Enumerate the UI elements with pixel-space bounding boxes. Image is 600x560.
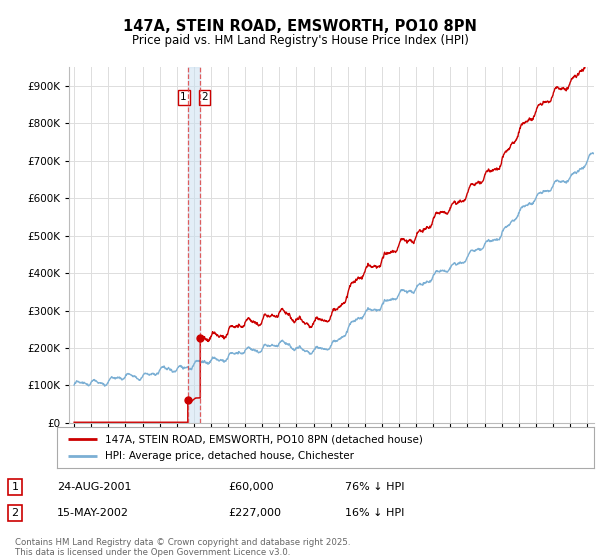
Text: 147A, STEIN ROAD, EMSWORTH, PO10 8PN: 147A, STEIN ROAD, EMSWORTH, PO10 8PN: [123, 20, 477, 34]
Text: £60,000: £60,000: [228, 482, 274, 492]
Text: 15-MAY-2002: 15-MAY-2002: [57, 508, 129, 518]
Text: Price paid vs. HM Land Registry's House Price Index (HPI): Price paid vs. HM Land Registry's House …: [131, 34, 469, 47]
Text: Contains HM Land Registry data © Crown copyright and database right 2025.
This d: Contains HM Land Registry data © Crown c…: [15, 538, 350, 557]
Text: 1: 1: [180, 92, 187, 102]
Text: £227,000: £227,000: [228, 508, 281, 518]
Text: HPI: Average price, detached house, Chichester: HPI: Average price, detached house, Chic…: [106, 451, 355, 461]
Text: 16% ↓ HPI: 16% ↓ HPI: [345, 508, 404, 518]
Text: 76% ↓ HPI: 76% ↓ HPI: [345, 482, 404, 492]
Text: 2: 2: [201, 92, 208, 102]
Text: 2: 2: [11, 508, 19, 518]
Text: 24-AUG-2001: 24-AUG-2001: [57, 482, 131, 492]
Text: 147A, STEIN ROAD, EMSWORTH, PO10 8PN (detached house): 147A, STEIN ROAD, EMSWORTH, PO10 8PN (de…: [106, 435, 423, 445]
Text: 1: 1: [11, 482, 19, 492]
Bar: [188, 67, 200, 423]
